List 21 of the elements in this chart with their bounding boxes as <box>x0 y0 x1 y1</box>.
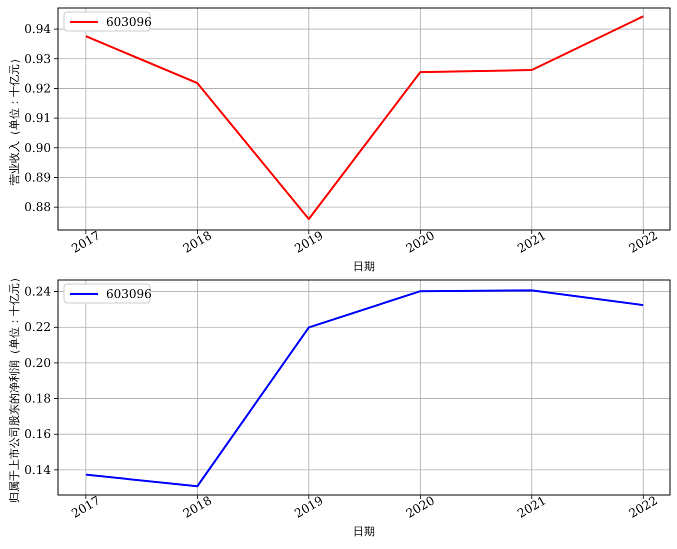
y-axis-title: 营业收入（单位：十亿元） <box>8 53 21 185</box>
y-tick-label: 0.93 <box>24 52 51 66</box>
y-tick-label: 0.90 <box>24 140 51 155</box>
y-tick-label: 0.20 <box>24 356 51 370</box>
y-tick-label: 0.16 <box>24 427 51 442</box>
y-tick-label: 0.24 <box>24 284 52 299</box>
x-axis-title: 日期 <box>353 525 375 538</box>
y-tick-label: 0.14 <box>24 462 52 477</box>
y-tick-label: 0.18 <box>24 392 51 406</box>
y-tick-label: 0.22 <box>24 320 51 334</box>
y-tick-label: 0.88 <box>24 200 51 214</box>
y-tick-label: 0.89 <box>24 170 51 184</box>
y-tick-label: 0.94 <box>24 22 52 36</box>
legend-label: 603096 <box>106 287 152 301</box>
x-axis-title: 日期 <box>353 260 375 273</box>
line-series <box>84 289 644 488</box>
y-tick-label: 0.92 <box>24 81 51 96</box>
y-tick-label: 0.91 <box>24 111 51 126</box>
legend-label: 603096 <box>106 15 152 29</box>
y-axis-title: 归属于上市公司股东的净利润（单位：十亿元） <box>8 272 21 503</box>
line-series <box>84 15 644 220</box>
